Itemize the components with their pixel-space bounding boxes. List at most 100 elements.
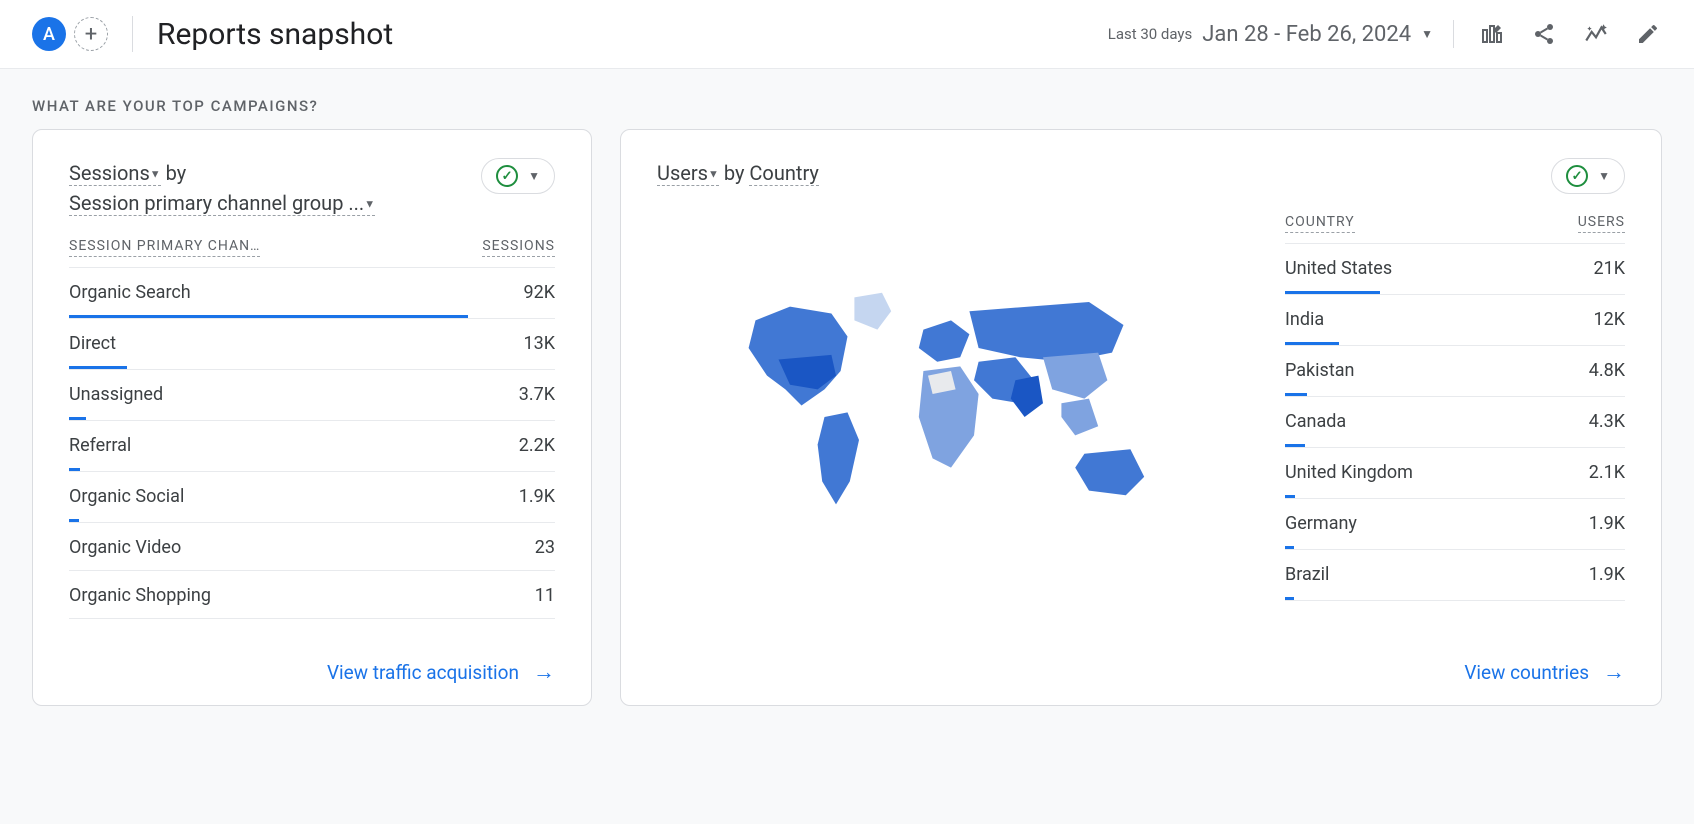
card-footer: View countries →	[657, 619, 1625, 685]
world-map-svg	[721, 279, 1181, 555]
world-map	[657, 214, 1245, 619]
row-value: 1.9K	[519, 486, 555, 507]
page-header: A + Reports snapshot Last 30 days Jan 28…	[0, 0, 1694, 69]
view-traffic-link[interactable]: View traffic acquisition →	[327, 659, 555, 685]
table-header: COUNTRY USERS	[1285, 214, 1625, 244]
row-label: Unassigned	[69, 384, 163, 405]
card-header: Users▼ by Country ✓ ▼	[657, 158, 1625, 194]
row-value: 23	[535, 537, 555, 558]
customize-report-icon[interactable]	[1478, 20, 1506, 48]
table-header: SESSION PRIMARY CHAN… SESSIONS	[69, 238, 555, 268]
row-label: Brazil	[1285, 564, 1329, 585]
table-row: Organic Shopping11	[69, 571, 555, 619]
row-value: 4.3K	[1589, 411, 1625, 432]
row-bar	[1285, 444, 1305, 447]
row-value: 3.7K	[519, 384, 555, 405]
section-title: WHAT ARE YOUR TOP CAMPAIGNS?	[0, 69, 1694, 129]
row-label: Organic Video	[69, 537, 181, 558]
card-header: Sessions▼ by Session primary channel gro…	[69, 158, 555, 218]
row-label: Referral	[69, 435, 131, 456]
dimension-header[interactable]: COUNTRY	[1285, 214, 1355, 233]
arrow-right-icon: →	[1603, 659, 1625, 685]
table-row: Canada 4.3K	[1285, 397, 1625, 448]
table-row: Pakistan4.8K	[1285, 346, 1625, 397]
card-body: COUNTRY USERS United States 21K India 12K Pa…	[657, 214, 1625, 619]
metric-header[interactable]: USERS	[1578, 214, 1625, 233]
edit-icon[interactable]	[1634, 20, 1662, 48]
row-label: Canada	[1285, 411, 1346, 432]
dimension-dropdown[interactable]: Session primary channel group ...▼	[69, 191, 375, 216]
date-range-label: Last 30 days	[1108, 25, 1193, 43]
table-row: United States 21K	[1285, 244, 1625, 295]
row-bar	[69, 366, 127, 369]
insights-icon[interactable]	[1582, 20, 1610, 48]
row-value: 2.2K	[519, 435, 555, 456]
row-value: 1.9K	[1589, 564, 1625, 585]
metric-dropdown[interactable]: Users▼	[657, 161, 719, 186]
row-label: Pakistan	[1285, 360, 1354, 381]
table-row: Organic Video 23	[69, 523, 555, 571]
row-label: Organic Search	[69, 282, 191, 303]
share-icon[interactable]	[1530, 20, 1558, 48]
row-value: 12K	[1593, 309, 1625, 330]
status-pill[interactable]: ✓ ▼	[1551, 158, 1625, 194]
row-value: 1.9K	[1589, 513, 1625, 534]
row-bar	[1285, 393, 1307, 396]
card-title: Sessions▼ by Session primary channel gro…	[69, 158, 375, 218]
check-circle-icon: ✓	[1566, 165, 1588, 187]
avatar-group: A +	[32, 17, 108, 51]
card-title: Users▼ by Country	[657, 158, 819, 188]
metric-dropdown[interactable]: Sessions▼	[69, 161, 161, 186]
table-row: Organic Search 92K	[69, 268, 555, 319]
row-bar	[1285, 291, 1380, 294]
header-actions	[1453, 20, 1662, 48]
row-bar	[1285, 546, 1294, 549]
table-row: United Kingdom 2.1K	[1285, 448, 1625, 499]
metric-header[interactable]: SESSIONS	[482, 238, 555, 257]
by-text: by	[719, 161, 750, 185]
card-footer: View traffic acquisition →	[69, 619, 555, 685]
row-label: United States	[1285, 258, 1392, 279]
cards-container: Sessions▼ by Session primary channel gro…	[0, 129, 1694, 738]
users-card: Users▼ by Country ✓ ▼	[620, 129, 1662, 706]
row-bar	[69, 468, 80, 471]
table-row: Referral 2.2K	[69, 421, 555, 472]
chevron-down-icon: ▼	[1598, 169, 1610, 183]
row-value: 13K	[523, 333, 555, 354]
dimension-dropdown[interactable]: Country	[749, 161, 818, 186]
date-range-value: Jan 28 - Feb 26, 2024	[1202, 22, 1411, 47]
row-value: 92K	[523, 282, 555, 303]
row-bar	[1285, 342, 1339, 345]
sessions-card: Sessions▼ by Session primary channel gro…	[32, 129, 592, 706]
row-bar	[1285, 597, 1294, 600]
add-comparison-button[interactable]: +	[74, 17, 108, 51]
row-bar	[1285, 495, 1295, 498]
row-bar	[69, 315, 468, 318]
dimension-header[interactable]: SESSION PRIMARY CHAN…	[69, 238, 260, 257]
row-label: India	[1285, 309, 1324, 330]
row-bar	[69, 519, 79, 522]
view-countries-link[interactable]: View countries →	[1464, 659, 1625, 685]
row-label: Germany	[1285, 513, 1357, 534]
check-circle-icon: ✓	[496, 165, 518, 187]
table-row: Direct 13K	[69, 319, 555, 370]
row-label: Organic Shopping	[69, 585, 211, 606]
sessions-rows: Organic Search 92K Direct 13K Unassigned 3.7K…	[69, 268, 555, 619]
table-row: Germany 1.9K	[1285, 499, 1625, 550]
account-avatar[interactable]: A	[32, 17, 66, 51]
row-value: 21K	[1593, 258, 1625, 279]
row-label: Direct	[69, 333, 116, 354]
chevron-down-icon: ▼	[1421, 27, 1433, 41]
table-row: India 12K	[1285, 295, 1625, 346]
date-range-picker[interactable]: Last 30 days Jan 28 - Feb 26, 2024 ▼	[1108, 22, 1433, 47]
by-text: by	[161, 161, 187, 185]
arrow-right-icon: →	[533, 659, 555, 685]
row-value: 2.1K	[1589, 462, 1625, 483]
page-title: Reports snapshot	[157, 17, 1108, 52]
row-label: United Kingdom	[1285, 462, 1413, 483]
status-pill[interactable]: ✓ ▼	[481, 158, 555, 194]
table-row: Unassigned 3.7K	[69, 370, 555, 421]
divider	[132, 16, 133, 52]
chevron-down-icon: ▼	[528, 169, 540, 183]
table-row: Organic Social1.9K	[69, 472, 555, 523]
